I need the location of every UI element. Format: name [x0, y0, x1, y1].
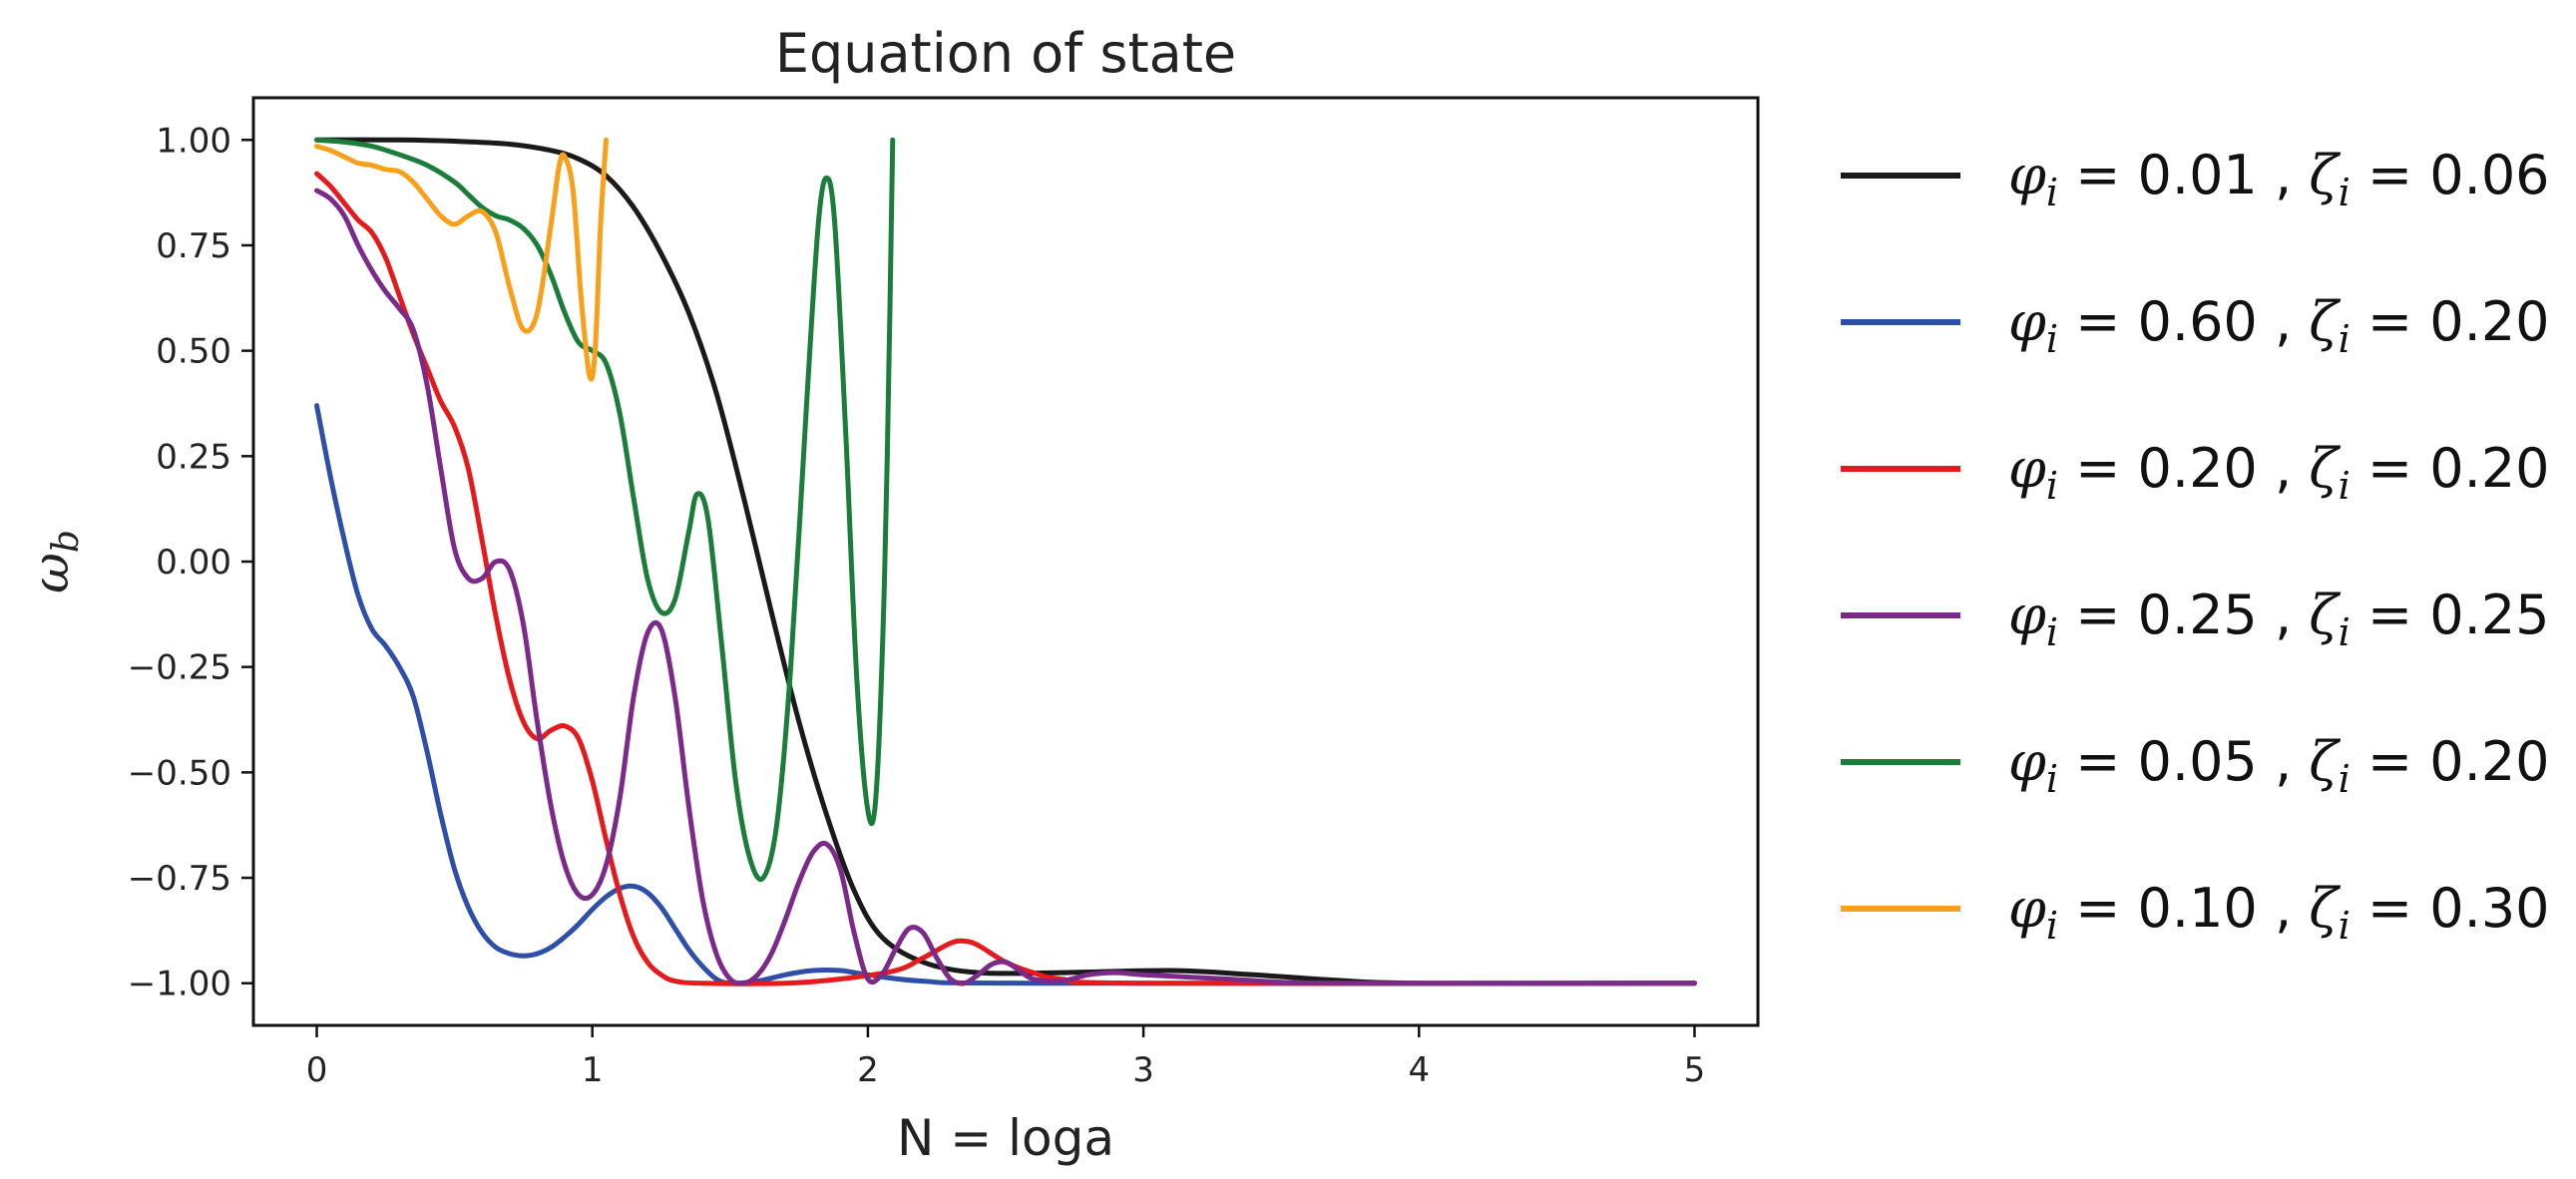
series-line-5	[314, 137, 896, 882]
legend: φi = 0.01 , ζi = 0.06 φi = 0.60 , ζi = 0.…	[1841, 144, 2550, 948]
plot-frame	[251, 96, 1760, 1027]
y-tick-label: 0.25	[156, 437, 231, 477]
legend-entry-6: φi = 0.10 , ζi = 0.30	[2008, 877, 2550, 948]
series-line-6	[314, 137, 610, 382]
y-tick-label: 0.50	[156, 332, 231, 372]
chart-title: Equation of state	[775, 22, 1236, 85]
y-tick-label: 1.00	[156, 121, 231, 161]
x-tick-label: 0	[306, 1050, 328, 1090]
y-axis-label-symbol: ω	[22, 553, 80, 593]
y-tick-label: −0.50	[128, 753, 231, 793]
y-axis-label-subscript: b	[46, 530, 87, 553]
series-line-4	[314, 188, 1697, 986]
y-tick-label: −0.75	[128, 859, 231, 899]
legend-entry-1: φi = 0.01 , ζi = 0.06	[2008, 144, 2550, 214]
series-line-3	[314, 171, 1697, 986]
y-axis: 1.00 0.75 0.50 0.25 0.00 −0.25 −0.50 −0.75 −1.00	[128, 121, 253, 1004]
x-tick-label: 1	[582, 1050, 604, 1090]
x-tick-label: 4	[1408, 1050, 1430, 1090]
y-tick-label: 0.00	[156, 543, 231, 583]
x-axis: 0 1 2 3 4 5	[306, 1025, 1706, 1090]
series-line-1	[314, 137, 1697, 986]
series-line-2	[314, 403, 1697, 986]
x-tick-label: 5	[1684, 1050, 1706, 1090]
legend-entry-3: φi = 0.20 , ζi = 0.20	[2008, 437, 2550, 508]
legend-entry-2: φi = 0.60 , ζi = 0.20	[2008, 290, 2550, 361]
x-tick-label: 3	[1132, 1050, 1154, 1090]
legend-entry-5: φi = 0.05 , ζi = 0.20	[2008, 730, 2550, 801]
y-tick-label: −1.00	[128, 965, 231, 1004]
y-axis-label: ωb	[22, 530, 87, 593]
legend-entry-4: φi = 0.25 , ζi = 0.25	[2008, 584, 2550, 654]
y-tick-label: 0.75	[156, 226, 231, 266]
y-tick-label: −0.25	[128, 648, 231, 688]
series-layer	[314, 137, 1697, 986]
x-axis-label: N = loga	[897, 1109, 1114, 1167]
x-tick-label: 2	[857, 1050, 879, 1090]
